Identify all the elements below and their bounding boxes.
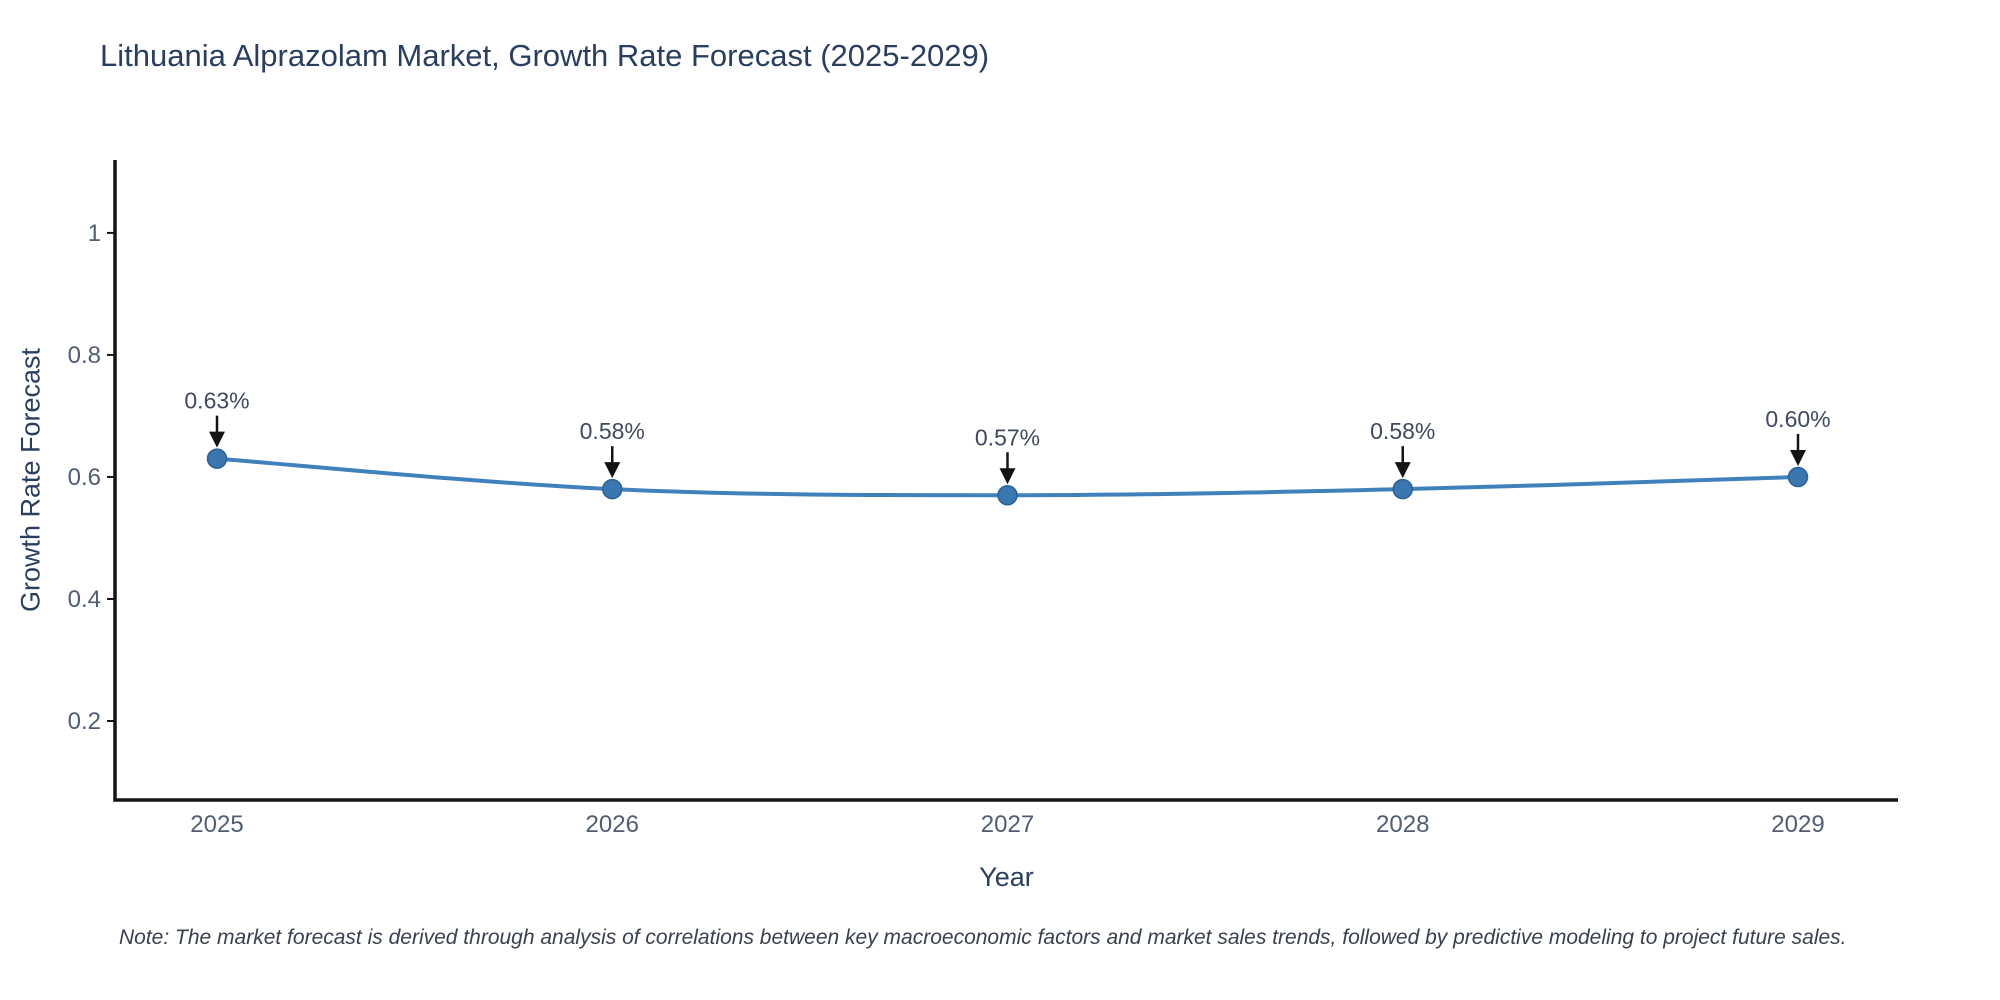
x-tick-label: 2028: [1376, 811, 1429, 838]
chart-title: Lithuania Alprazolam Market, Growth Rate…: [100, 38, 990, 73]
y-tick-label: 0.8: [68, 342, 101, 369]
point-value-label: 0.58%: [580, 418, 645, 444]
axis-lines: [113, 160, 1898, 802]
annotation-arrowhead: [1790, 449, 1806, 466]
y-axis-title: Growth Rate Forecast: [15, 347, 46, 613]
annotation-arrowhead: [1394, 462, 1411, 479]
data-point-2029[interactable]: [1787, 466, 1809, 488]
x-tick-label: 2026: [586, 811, 639, 838]
annotation-arrowhead: [604, 462, 621, 479]
point-value-label: 0.63%: [184, 388, 249, 414]
data-point-2025[interactable]: [206, 448, 228, 469]
y-tick-label: 0.4: [68, 586, 101, 613]
annotation-arrowhead: [209, 431, 225, 448]
data-point-2028[interactable]: [1392, 478, 1413, 500]
y-tick-label: 0.2: [68, 708, 101, 735]
point-value-label: 0.60%: [1765, 406, 1830, 432]
y-tick-label: 0.6: [68, 464, 101, 491]
y-tick-label: 1: [88, 220, 101, 247]
x-tick-label: 2029: [1771, 811, 1824, 838]
annotation-arrowhead: [999, 468, 1016, 485]
point-value-label: 0.57%: [975, 424, 1040, 450]
footnote: Note: The market forecast is derived thr…: [119, 926, 1847, 949]
x-tick-label: 2027: [981, 811, 1034, 838]
data-point-2027[interactable]: [997, 485, 1018, 506]
point-value-label: 0.58%: [1370, 418, 1435, 444]
x-tick-label: 2025: [190, 811, 243, 838]
data-point-2026[interactable]: [602, 478, 623, 500]
x-axis-title: Year: [979, 862, 1034, 892]
